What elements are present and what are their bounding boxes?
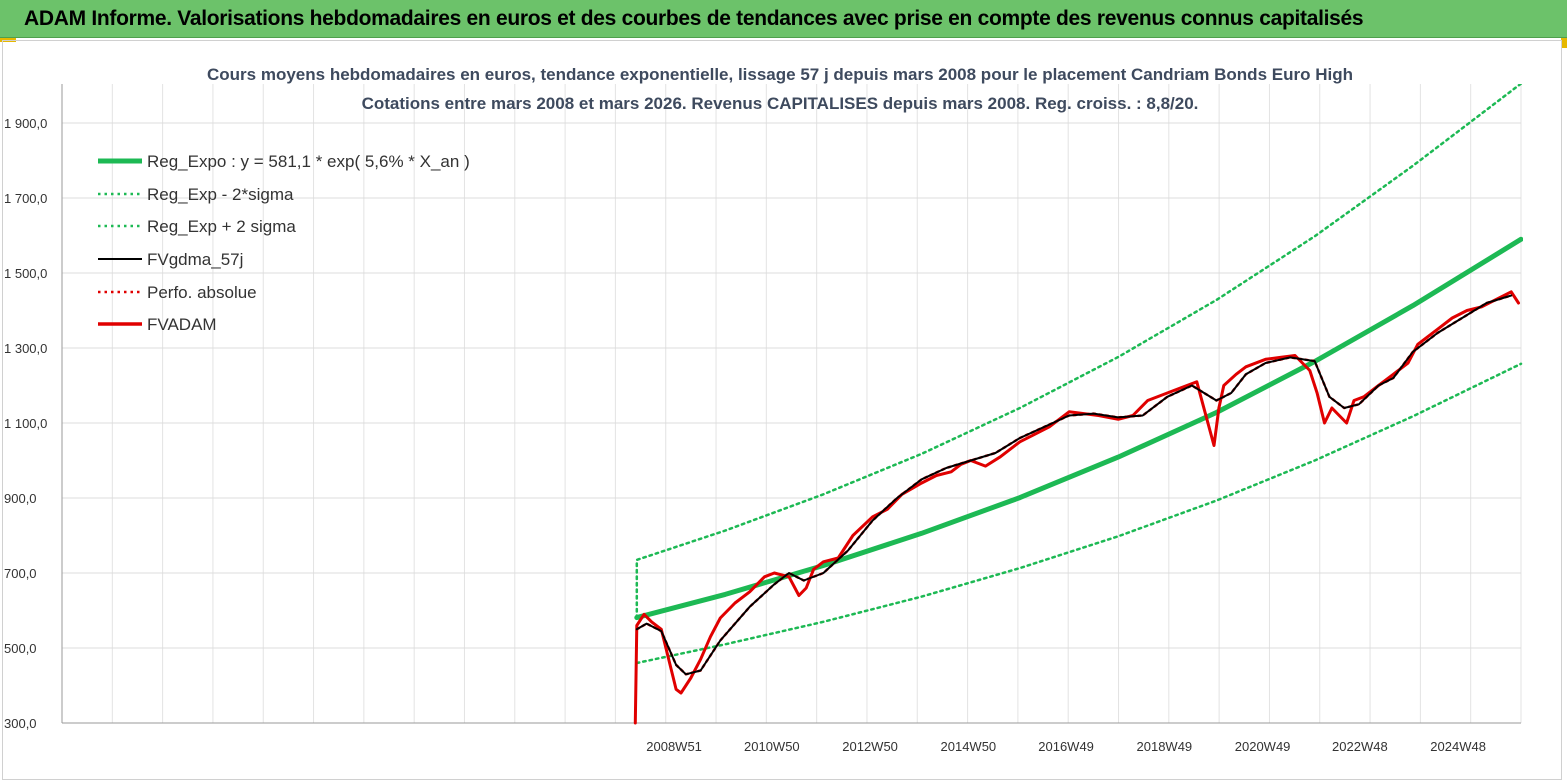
x-tick-label: 2016W49	[1038, 739, 1094, 754]
x-tick-label: 2024W48	[1430, 739, 1486, 754]
series-line-5	[633, 290, 1520, 725]
x-tick-label: 2010W50	[744, 739, 800, 754]
y-tick-label: 300,0	[4, 716, 37, 731]
x-axis-ticks: 2008W51 2010W50 2012W50 2014W50 2016W49 2018W…	[646, 739, 1486, 754]
y-tick-label: 1 900,0	[4, 116, 47, 131]
x-tick-label: 2012W50	[842, 739, 898, 754]
grid-lines	[61, 84, 1522, 724]
y-tick-label: 1 100,0	[4, 416, 47, 431]
y-tick-label: 1 500,0	[4, 266, 47, 281]
legend-label: Reg_Exp - 2*sigma	[147, 185, 294, 204]
y-tick-label: 500,0	[4, 641, 37, 656]
x-tick-label: 2008W51	[646, 739, 702, 754]
legend-label: Reg_Expo : y = 581,1 * exp( 5,6% * X_an …	[147, 152, 470, 171]
series-line-3	[635, 294, 1513, 676]
legend: Reg_Expo : y = 581,1 * exp( 5,6% * X_an …	[98, 152, 470, 334]
y-tick-label: 1 700,0	[4, 191, 47, 206]
series-line-2	[635, 84, 1523, 620]
header-banner: ADAM Informe. Valorisations hebdomadaire…	[0, 0, 1567, 38]
series-line-4	[635, 294, 1513, 676]
legend-label: Reg_Exp + 2 sigma	[147, 217, 296, 236]
y-tick-label: 900,0	[4, 491, 37, 506]
chart-subtitle: Cotations entre mars 2008 et mars 2026. …	[362, 94, 1199, 113]
x-tick-label: 2022W48	[1332, 739, 1388, 754]
y-tick-label: 700,0	[4, 566, 37, 581]
accent-bar-right	[1561, 38, 1567, 48]
y-axis-ticks: 1 900,0 1 700,0 1 500,0 1 300,0 1 100,0 900,0…	[4, 116, 47, 731]
legend-label: FVADAM	[147, 315, 217, 334]
x-tick-label: 2018W49	[1137, 739, 1193, 754]
x-tick-label: 2014W50	[941, 739, 997, 754]
chart-frame	[2, 40, 1562, 780]
banner-title: ADAM Informe. Valorisations hebdomadaire…	[24, 7, 1364, 30]
y-tick-label: 1 300,0	[4, 341, 47, 356]
chart-title: Cours moyens hebdomadaires en euros, ten…	[207, 65, 1353, 84]
series-line-0	[634, 236, 1523, 621]
legend-label: FVgdma_57j	[147, 250, 243, 269]
x-tick-label: 2020W49	[1235, 739, 1291, 754]
legend-label: Perfo. absolue	[147, 283, 257, 302]
series-line-1	[635, 362, 1523, 665]
series-group	[633, 84, 1523, 725]
